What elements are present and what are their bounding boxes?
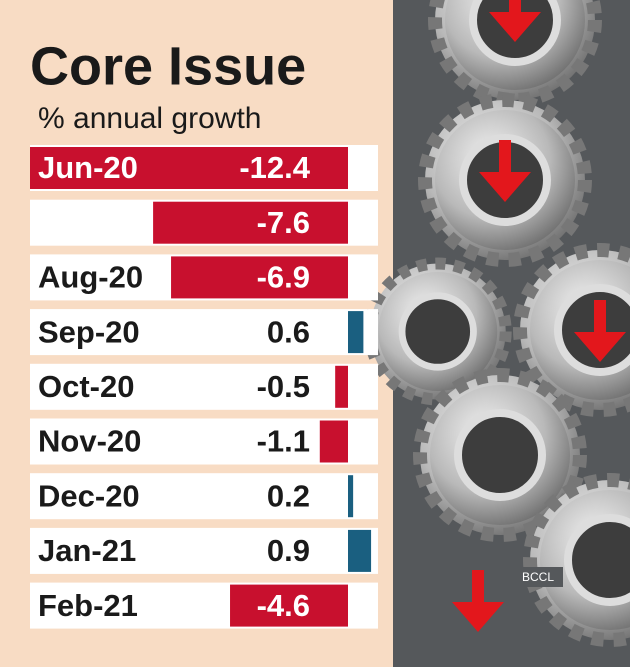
value-label: -0.5 bbox=[257, 369, 310, 404]
value-label: -12.4 bbox=[239, 150, 310, 185]
row bbox=[30, 309, 378, 356]
row bbox=[30, 363, 378, 410]
category-label: Jun-20 bbox=[38, 150, 138, 185]
bar bbox=[348, 529, 372, 572]
category-label: Jan-21 bbox=[38, 533, 136, 568]
bar bbox=[319, 420, 348, 463]
row bbox=[30, 473, 378, 520]
value-label: 0.9 bbox=[267, 533, 310, 568]
bar bbox=[153, 201, 348, 244]
value-label: -1.1 bbox=[257, 424, 310, 459]
category-label: Sep-20 bbox=[38, 314, 140, 349]
chart-subtitle: % annual growth bbox=[38, 102, 261, 135]
bar bbox=[348, 311, 364, 354]
category-label: Dec-20 bbox=[38, 478, 140, 513]
category-label: Oct-20 bbox=[38, 369, 134, 404]
value-label: -7.6 bbox=[257, 205, 310, 240]
value-label: 0.6 bbox=[267, 314, 310, 349]
category-label: Nov-20 bbox=[38, 424, 141, 459]
bar bbox=[171, 256, 348, 299]
credit: BCCL bbox=[522, 570, 554, 584]
row bbox=[30, 527, 378, 574]
bar bbox=[230, 584, 348, 627]
category-label: Aug-20 bbox=[38, 260, 143, 295]
value-label: -6.9 bbox=[257, 260, 310, 295]
credit-box bbox=[513, 567, 563, 587]
category-label: Jul-20 bbox=[38, 205, 128, 240]
bar bbox=[335, 365, 348, 408]
bar bbox=[30, 147, 348, 189]
bar bbox=[348, 475, 354, 518]
category-label: Feb-21 bbox=[38, 588, 138, 623]
value-label: -4.6 bbox=[257, 588, 310, 623]
value-label: 0.2 bbox=[267, 478, 310, 513]
chart-title: Core Issue bbox=[30, 36, 306, 96]
